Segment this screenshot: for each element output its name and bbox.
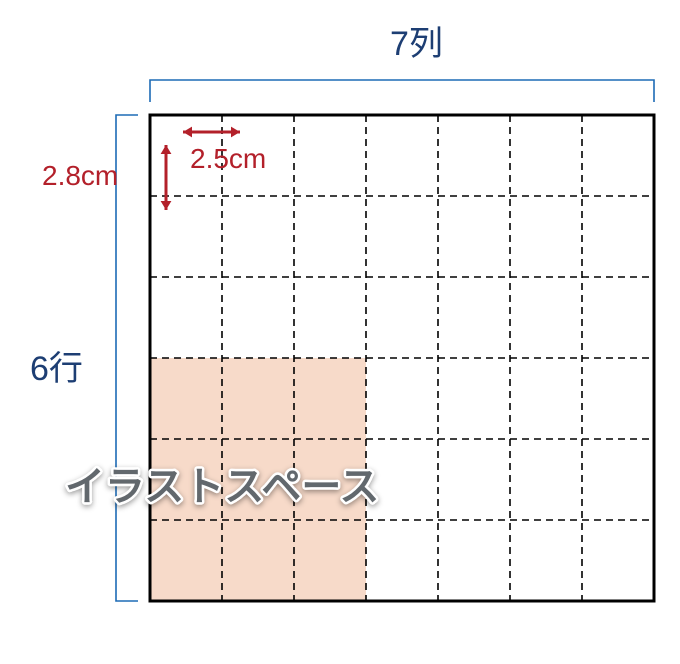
cell-width-label: 2.5cm — [190, 143, 266, 174]
rows-bracket — [116, 115, 138, 601]
rows-label: 6行 — [30, 350, 83, 388]
illustration-space-label: イラストスペース — [65, 465, 379, 509]
columns-label: 7列 — [390, 25, 443, 63]
diagram-stage: 7列 6行 2.5cm 2.8cm イラストスペース — [0, 0, 680, 664]
cell-height-label: 2.8cm — [42, 160, 118, 191]
columns-bracket — [150, 80, 654, 102]
